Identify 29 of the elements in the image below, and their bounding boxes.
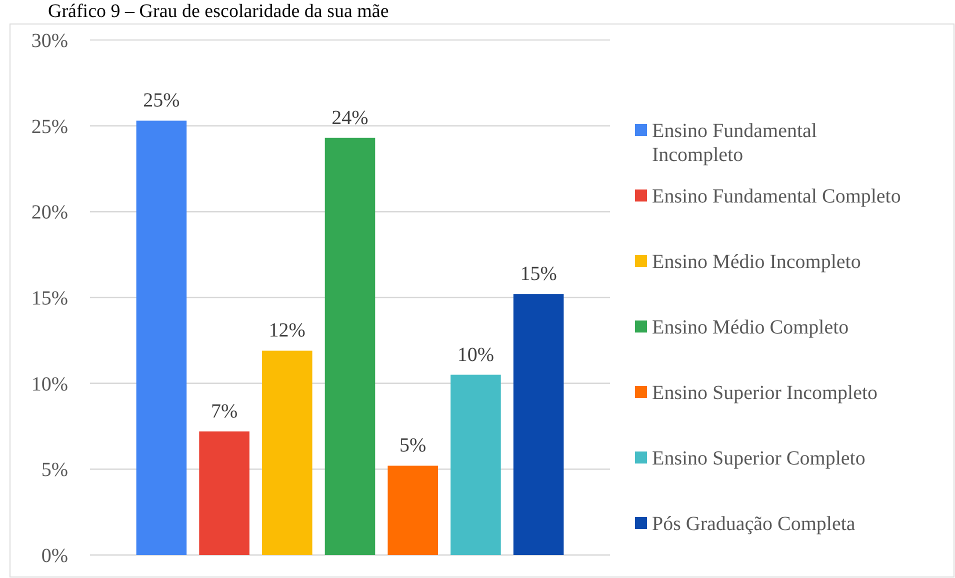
legend-label: Ensino Superior Incompleto [652, 382, 878, 404]
data-label: 25% [143, 90, 180, 112]
legend-label: Ensino Superior Completo [652, 448, 866, 470]
bar [450, 374, 501, 555]
data-label: 7% [210, 400, 238, 422]
data-label: 15% [520, 263, 557, 286]
legend-label: Ensino Fundamental Incompleto [652, 120, 818, 166]
y-tick-label: 20% [31, 202, 68, 224]
y-tick-label: 0% [41, 545, 68, 567]
y-tick-label: 15% [31, 288, 68, 310]
legend-label: Ensino Fundamental Completo [652, 186, 901, 208]
legend-label: Pós Graduação Completa [652, 513, 856, 535]
y-tick-label: 25% [31, 116, 68, 138]
bar [199, 431, 250, 555]
data-label: 10% [457, 344, 494, 366]
bar [388, 466, 438, 555]
data-label: 24% [332, 106, 368, 129]
data-label: 12% [268, 320, 306, 342]
legend-label: Ensino Médio Completo [652, 316, 849, 338]
bar [136, 120, 187, 555]
y-tick-label: 30% [31, 30, 68, 52]
legend-label: Ensino Médio Incompleto [652, 251, 861, 273]
bar [324, 138, 376, 555]
bar [262, 350, 312, 555]
y-tick-label: 10% [31, 373, 68, 396]
data-label: 5% [400, 434, 426, 457]
bar [513, 294, 564, 555]
y-tick-label: 5% [41, 459, 68, 482]
chart-title: Gráfico 9 – Grau de escolaridade da sua mãe [48, 1, 389, 22]
